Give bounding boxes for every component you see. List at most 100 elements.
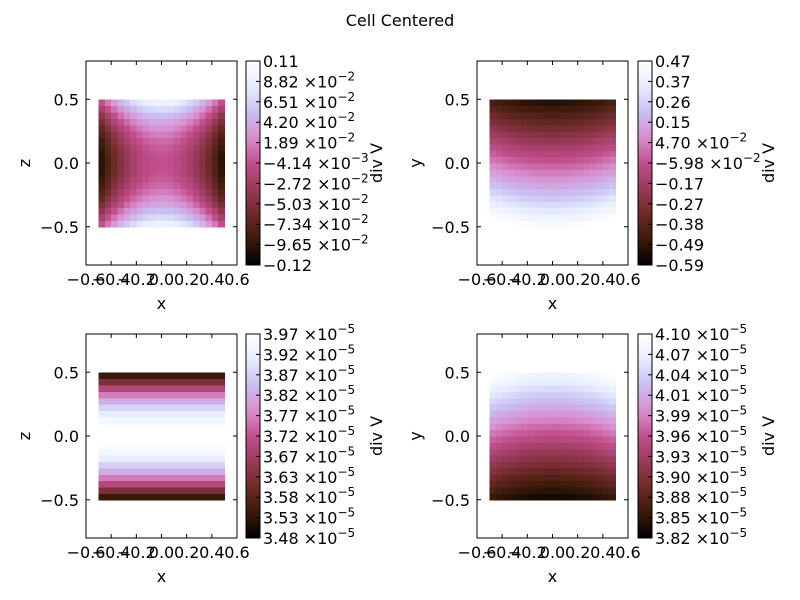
heatmap-cell	[186, 143, 194, 151]
heatmap-cell	[577, 150, 585, 158]
heatmap-cell	[596, 175, 604, 183]
heatmap-cell	[546, 372, 554, 380]
heatmap-cell	[508, 143, 516, 151]
x-tick-label: −0.2	[508, 543, 547, 562]
heatmap-cell	[123, 112, 131, 119]
heatmap-cell	[539, 188, 547, 196]
heatmap-cell	[565, 467, 572, 475]
x-tick-label: −0.2	[508, 270, 547, 289]
heatmap-cell	[546, 436, 554, 443]
heatmap-cell	[211, 175, 219, 183]
heatmap-cell	[155, 461, 163, 469]
heatmap-cell	[521, 467, 528, 475]
heatmap-cell	[514, 105, 522, 113]
heatmap-cell	[539, 105, 547, 113]
colorbar-tick-label: 3.96 ×10−5	[655, 424, 747, 446]
heatmap-cell	[123, 493, 131, 501]
heatmap-cell	[602, 436, 610, 443]
heatmap-cell	[495, 429, 503, 437]
chart-panel-4: −0.6−0.4−0.20.0 0.2 0.4 0.60.50.0−0.5xy4.10…	[406, 322, 778, 586]
heatmap-cell	[180, 474, 188, 482]
heatmap-cell	[583, 124, 591, 132]
heatmap-cell	[142, 201, 150, 209]
heatmap-cell	[161, 455, 169, 463]
heatmap-cell	[565, 182, 572, 190]
heatmap-cell	[583, 404, 591, 412]
heatmap-cell	[180, 112, 188, 119]
colorbar-tick-label: 3.90 ×10−5	[655, 465, 747, 487]
heatmap-cell	[104, 150, 112, 158]
heatmap-cell	[186, 214, 194, 221]
heatmap-cell	[558, 124, 566, 132]
heatmap-cell	[211, 423, 219, 431]
heatmap-cell	[205, 143, 213, 151]
heatmap-cell	[577, 105, 585, 113]
heatmap-cell	[117, 385, 125, 392]
colorbar-tick-exponent: −2	[729, 131, 747, 145]
heatmap-cell	[174, 391, 181, 399]
heatmap-cell	[565, 442, 572, 450]
heatmap-cell	[98, 169, 106, 177]
heatmap-cell	[211, 220, 219, 228]
heatmap-cell	[130, 220, 137, 228]
colorbar-tick-mantissa: −7.34	[263, 215, 312, 234]
heatmap-cell	[218, 163, 226, 170]
colorbar-tick-mantissa: −0.27	[655, 195, 704, 214]
heatmap-cell	[571, 397, 579, 405]
heatmap-cell	[218, 169, 226, 177]
heatmap-cell	[590, 480, 598, 488]
heatmap-cell	[596, 372, 604, 380]
heatmap-cell	[502, 169, 510, 177]
heatmap-cell	[117, 201, 125, 209]
heatmap-cell	[142, 118, 150, 126]
heatmap-cell	[142, 163, 150, 170]
heatmap-cell	[577, 493, 585, 501]
heatmap-cell	[130, 487, 137, 494]
heatmap-cell	[123, 397, 131, 405]
heatmap-cell	[205, 156, 213, 164]
heatmap-cell	[552, 201, 560, 209]
heatmap-cell	[136, 201, 144, 209]
heatmap-cell	[609, 214, 617, 221]
heatmap-cell	[123, 118, 131, 126]
heatmap-cell	[111, 182, 119, 190]
heatmap-cell	[596, 487, 604, 494]
heatmap-cell	[192, 410, 200, 418]
heatmap-cell	[123, 467, 131, 475]
heatmap-cell	[514, 461, 522, 469]
heatmap-cell	[489, 480, 497, 488]
heatmap-cell	[527, 182, 535, 190]
heatmap-cell	[609, 150, 617, 158]
heatmap-image	[489, 99, 617, 228]
heatmap-cell	[117, 378, 125, 386]
heatmap-cell	[502, 448, 510, 456]
heatmap-cell	[161, 372, 169, 380]
heatmap-cell	[104, 99, 112, 107]
heatmap-cell	[539, 372, 547, 380]
heatmap-cell	[552, 397, 560, 405]
heatmap-cell	[161, 493, 169, 501]
heatmap-cell	[123, 385, 131, 392]
colorbar-tick-exponent: −2	[351, 171, 369, 185]
heatmap-cell	[596, 194, 604, 202]
heatmap-cell	[111, 175, 119, 183]
heatmap-cell	[596, 201, 604, 209]
heatmap-cell	[583, 487, 591, 494]
heatmap-cell	[502, 474, 510, 482]
heatmap-cell	[136, 163, 144, 170]
heatmap-cell	[98, 124, 106, 132]
heatmap-cell	[104, 372, 112, 380]
colorbar-tick-label: 3.92 ×10−5	[263, 342, 355, 364]
heatmap-cell	[565, 385, 572, 392]
x-tick-label: −0.4	[483, 543, 522, 562]
heatmap-cell	[495, 220, 503, 228]
heatmap-cell	[186, 131, 194, 139]
heatmap-cell	[533, 124, 541, 132]
heatmap-cell	[142, 143, 150, 151]
heatmap-cell	[527, 436, 535, 443]
heatmap-cell	[130, 150, 137, 158]
heatmap-cell	[502, 207, 510, 215]
heatmap-cell	[565, 194, 572, 202]
y-tick-label: −0.5	[431, 491, 470, 510]
heatmap-cell	[98, 131, 106, 139]
